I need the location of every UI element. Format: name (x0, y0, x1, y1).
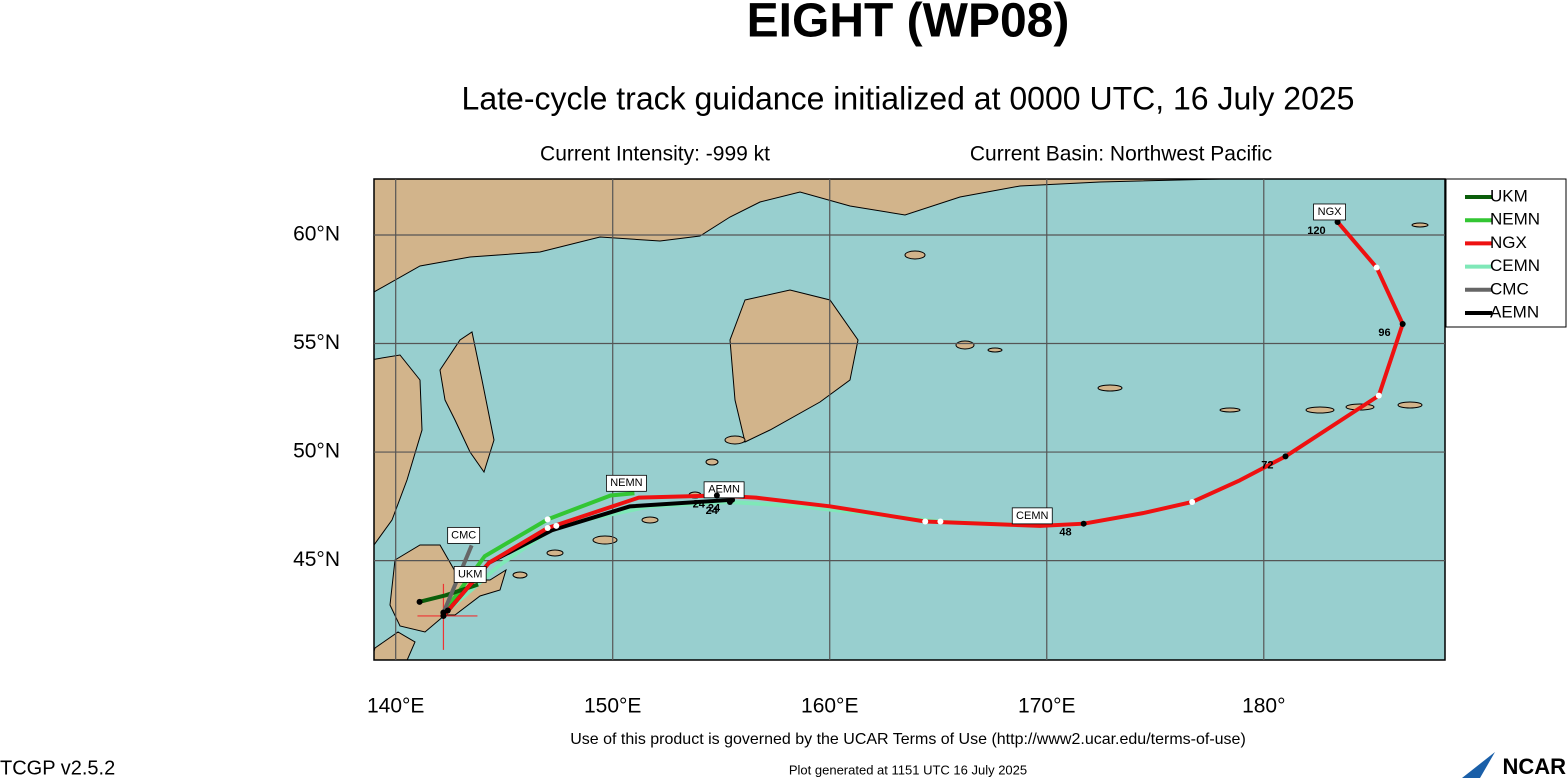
intensity: Current Intensity: -999 kt (540, 143, 770, 166)
legend (1445, 178, 1567, 328)
islands (512, 222, 1429, 579)
generated: Plot generated at 1151 UTC 16 July 2025 (789, 762, 1027, 777)
track-tag: NGX (1318, 206, 1343, 218)
track-point (1399, 320, 1406, 327)
terms: Use of this product is governed by the U… (570, 731, 1246, 748)
track-tag: AEMN (708, 484, 740, 496)
track-tag: NEMN (610, 477, 642, 489)
track-tag-box (1011, 507, 1053, 525)
track-point (937, 518, 944, 525)
land (389, 544, 507, 633)
version: TCGP v2.5.2 (0, 757, 115, 779)
track-point (544, 516, 551, 523)
track-point (1373, 264, 1380, 271)
y-tick-label: 60°N (293, 223, 340, 246)
x-tick-label: 170°E (1018, 695, 1075, 718)
x-tick-label: 160°E (801, 695, 858, 718)
legend-label: CMC (1490, 279, 1529, 298)
track-point (440, 612, 447, 619)
track-tag: CEMN (1016, 510, 1048, 522)
y-tick-label: 55°N (293, 331, 340, 354)
map-frame (373, 178, 1446, 661)
track-tag-box (703, 481, 745, 499)
y-tick-label: 45°N (293, 548, 340, 571)
ocean (374, 179, 1445, 660)
hour-label: 24 (708, 503, 721, 515)
track-point (544, 525, 551, 532)
track-point (1334, 218, 1341, 225)
logo: NCAR (1502, 754, 1566, 779)
track-point (553, 522, 560, 529)
land (374, 631, 416, 660)
track-line (441, 220, 1405, 618)
legend-label: NGX (1490, 233, 1527, 252)
logo-mark (1462, 752, 1495, 778)
track-tag-box (606, 474, 647, 492)
subtitle: Late-cycle track guidance initialized at… (462, 80, 1355, 116)
legend-label: AEMN (1490, 302, 1539, 321)
track-point (416, 598, 423, 605)
hour-label: 48 (1059, 527, 1071, 539)
track-point (1282, 453, 1289, 460)
map-area (374, 179, 1445, 660)
track-tag-box (447, 526, 481, 544)
hour-label: 72 (1261, 459, 1273, 471)
hour-label: 24 (693, 498, 706, 510)
land (374, 354, 423, 546)
track-point (922, 518, 929, 525)
hour-label: 24 (706, 505, 719, 517)
track-point (1189, 498, 1196, 505)
x-tick-label: 140°E (367, 695, 424, 718)
track-tag: CMC (451, 529, 476, 541)
land (439, 331, 495, 474)
track-point (729, 496, 736, 503)
hour-label: 96 (1378, 327, 1390, 339)
legend-label: NEMN (1490, 210, 1540, 229)
track-point (1375, 392, 1382, 399)
title: EIGHT (WP08) (747, 0, 1070, 48)
y-tick-label: 50°N (293, 440, 340, 463)
x-tick-label: 180° (1242, 695, 1285, 718)
land (729, 289, 859, 443)
x-tick-label: 150°E (584, 695, 641, 718)
basin: Current Basin: Northwest Pacific (970, 143, 1272, 166)
track-tag-box (1313, 203, 1346, 221)
land (374, 179, 1221, 293)
track-tag-box (453, 566, 487, 583)
legend-label: UKM (1490, 186, 1528, 205)
track-tag: UKM (458, 568, 482, 580)
legend-label: CEMN (1490, 256, 1540, 275)
track-point (713, 492, 720, 499)
hour-label: 120 (1307, 225, 1325, 237)
track-point (1080, 520, 1087, 527)
